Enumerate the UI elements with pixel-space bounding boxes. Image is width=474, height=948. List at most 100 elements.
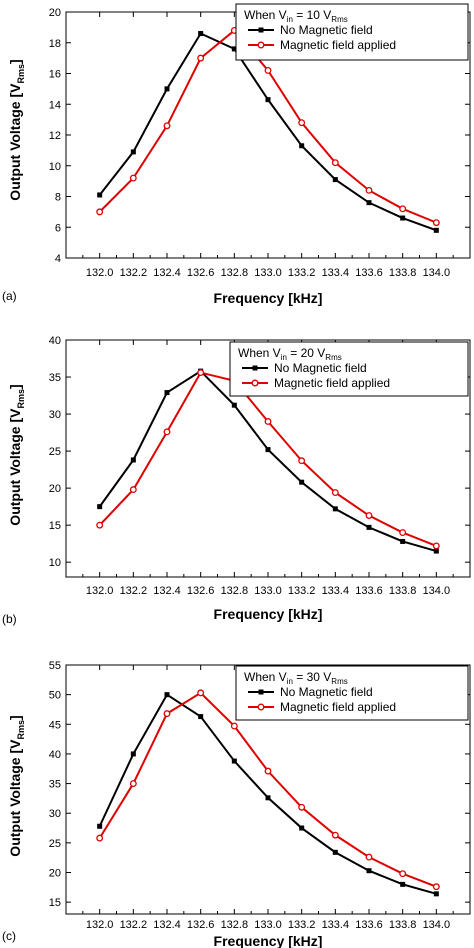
data-point-square (400, 881, 406, 887)
y-axis-title-end: ] (7, 715, 23, 720)
y-tick-label: 35 (49, 372, 61, 384)
data-point-circle (399, 529, 407, 537)
legend-header-pre: When V (238, 346, 281, 360)
x-tick-label: 133.4 (322, 585, 350, 597)
y-tick-label: 25 (49, 446, 61, 458)
x-tick-label: 133.0 (254, 585, 282, 597)
x-tick-label: 132.6 (187, 267, 215, 279)
data-point-square (433, 548, 439, 554)
legend-swatch-marker (257, 41, 265, 49)
legend-header-sub: in (287, 677, 293, 686)
data-point-square (433, 227, 439, 233)
data-point-circle (129, 174, 137, 182)
x-tick-label: 134.0 (423, 585, 451, 597)
x-tick-label: 133.2 (288, 585, 316, 597)
data-point-square (332, 849, 338, 855)
data-point-square (299, 825, 305, 831)
x-tick-label: 133.6 (355, 585, 383, 597)
y-axis-title-sub: Rms (16, 389, 26, 409)
legend-entry-label: Magnetic field applied (280, 38, 396, 52)
y-axis-title-main: Output Voltage [V (7, 83, 23, 201)
chart-panel-2: 132.0 132.2 132.4 132.6 132.8 133.0 133.2 133.4… (2, 660, 471, 948)
data-point-circle (432, 542, 440, 550)
data-point-circle (163, 710, 171, 718)
data-point-circle (298, 803, 306, 811)
data-point-square (366, 524, 372, 530)
data-point-circle (129, 486, 137, 494)
x-tick-label: 133.6 (355, 919, 383, 931)
x-tick-label: 133.0 (254, 267, 282, 279)
series-line-0 (98, 693, 437, 895)
x-tick-label: 132.2 (120, 919, 148, 931)
data-point-square (265, 795, 271, 801)
legend-header-sub: Rms (331, 677, 347, 686)
x-tick-label: 133.2 (288, 267, 316, 279)
y-tick-label: 15 (49, 897, 61, 909)
x-tick-label: 134.0 (423, 267, 451, 279)
legend-header-pre: When V (244, 670, 287, 684)
data-point-circle (96, 208, 104, 216)
y-tick-label: 4 (55, 253, 61, 265)
x-tick-label: 133.2 (288, 919, 316, 931)
legend-swatch-marker (258, 689, 264, 695)
legend-swatch-marker (251, 379, 259, 387)
y-tick-label: 20 (49, 7, 61, 19)
y-tick-label: 40 (49, 335, 61, 347)
data-point-circle (365, 186, 373, 194)
chart-panel-0: 132.0 132.2 132.4 132.6 132.8 133.0 133.2 133.4… (2, 3, 471, 306)
y-tick-label: 20 (49, 868, 61, 880)
x-tick-label: 132.8 (221, 585, 249, 597)
data-point-square (332, 506, 338, 512)
x-tick-label: 132.6 (187, 919, 215, 931)
x-tick-label: 134.0 (423, 919, 451, 931)
legend-entry-label: Magnetic field applied (280, 700, 396, 714)
y-tick-label: 6 (55, 222, 61, 234)
data-point-square (130, 751, 136, 757)
legend-header-mid: = 30 V (293, 670, 331, 684)
data-point-square (299, 143, 305, 149)
legend-box (235, 665, 469, 721)
x-tick-label: 132.2 (120, 267, 148, 279)
x-tick-label: 133.0 (254, 919, 282, 931)
data-point-circle (163, 428, 171, 436)
x-axis-title: Frequency [kHz] (214, 290, 323, 306)
y-axis-title-end: ] (7, 59, 23, 64)
y-tick-label: 18 (49, 38, 61, 50)
data-point-circle (331, 489, 339, 497)
data-point-circle (264, 767, 272, 775)
x-tick-label: 132.2 (120, 585, 148, 597)
data-point-square (164, 390, 170, 396)
x-tick-label: 132.8 (221, 267, 249, 279)
panel-label: (a) (2, 289, 17, 303)
data-point-square (366, 200, 372, 206)
data-point-circle (399, 870, 407, 878)
data-point-square (433, 891, 439, 897)
data-point-square (164, 86, 170, 92)
legend-header: When Vin = 30 VRms (244, 670, 348, 686)
data-point-circle (399, 205, 407, 213)
y-axis-title-end: ] (7, 384, 23, 389)
x-tick-label: 133.4 (322, 267, 350, 279)
y-tick-label: 45 (49, 719, 61, 731)
data-point-circle (264, 418, 272, 425)
legend-header-sub: in (287, 15, 293, 24)
legend-box (235, 3, 469, 61)
y-axis-title-sub: Rms (16, 720, 26, 740)
data-point-circle (365, 512, 373, 519)
y-tick-label: 25 (49, 838, 61, 850)
data-point-square (198, 31, 204, 37)
y-axis-title-main: Output Voltage [V (7, 739, 23, 857)
legend-entry-label: No Magnetic field (274, 361, 367, 375)
y-tick-label: 12 (49, 130, 61, 142)
x-tick-label: 132.0 (86, 267, 114, 279)
series-line-1 (98, 691, 437, 888)
x-tick-label: 133.6 (355, 267, 383, 279)
y-tick-label: 30 (49, 808, 61, 820)
data-point-square (231, 46, 237, 52)
legend-entry-label: No Magnetic field (280, 685, 373, 699)
legend-entry-label: Magnetic field applied (274, 376, 390, 390)
legend-header-sub: Rms (325, 353, 341, 362)
y-tick-label: 8 (55, 192, 61, 204)
